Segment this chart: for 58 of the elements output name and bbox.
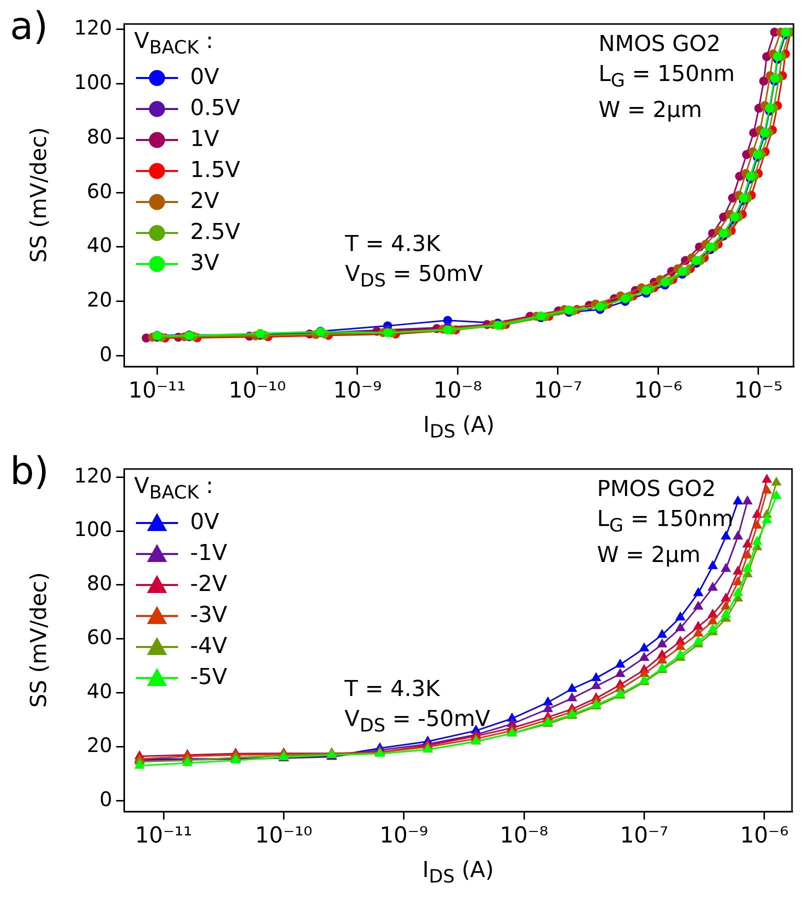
y-tick-label: 0: [99, 787, 112, 812]
y-tick-label: 60: [86, 625, 112, 650]
y-tick-label: 20: [86, 288, 112, 312]
x-tick-label: 10⁻⁹: [333, 378, 382, 404]
y-tick-label: 20: [86, 733, 112, 758]
annotation: W = 2µm: [598, 97, 704, 126]
y-tick-label: 40: [86, 233, 112, 258]
x-tick-label: 10⁻⁵: [734, 378, 783, 404]
annotation: V$_{DS}$ = 50mV: [345, 260, 483, 293]
legend-label: -4V: [190, 632, 228, 661]
annotation: PMOS GO2: [597, 476, 717, 504]
annotation: L$_{G}$ = 150nm: [598, 61, 735, 94]
legend-label: 2.5V: [190, 218, 240, 247]
x-tick-label: 10⁻¹¹: [128, 378, 186, 404]
y-tick-label: 120: [74, 16, 112, 40]
legend-label: 1.5V: [190, 156, 240, 185]
x-axis-title: I$_{DS}$ (A): [422, 856, 494, 889]
annotation: NMOS GO2: [598, 31, 722, 59]
x-tick-label: 10⁻⁶: [740, 824, 789, 849]
y-tick-label: 100: [74, 517, 112, 542]
y-axis-title: SS (mV/dec): [26, 128, 53, 264]
legend-label: 0V: [190, 508, 220, 537]
annotation: V$_{DS}$ = -50mV: [344, 706, 490, 738]
legend-label: 0.5V: [190, 94, 240, 123]
x-axis-title: I$_{DS}$ (A): [423, 412, 495, 444]
y-tick-label: 80: [86, 124, 112, 148]
x-tick-label: 10⁻⁸: [434, 378, 482, 404]
legend-label: 0V: [190, 64, 220, 92]
legend-label: 3V: [190, 250, 220, 278]
x-tick-label: 10⁻⁹: [380, 824, 428, 849]
legend-label: 2V: [190, 188, 220, 216]
legend-title: V$_{BACK}$ :: [134, 473, 214, 506]
legend-label: -2V: [190, 570, 228, 599]
annotation: L$_{G}$ = 150nm: [597, 506, 734, 538]
y-tick-label: 80: [86, 571, 112, 596]
x-tick-label: 10⁻⁶: [634, 378, 683, 404]
legend-label: 1V: [190, 126, 220, 154]
x-tick-label: 10⁻¹⁰: [255, 824, 313, 849]
text: b): [10, 449, 49, 493]
y-tick-label: 100: [74, 70, 112, 94]
x-tick-label: 10⁻¹¹: [134, 824, 192, 849]
y-tick-label: 40: [86, 679, 112, 704]
y-axis-title: SS (mV/dec): [26, 572, 53, 708]
legend-title: V$_{BACK}$ :: [134, 28, 214, 60]
y-tick-label: 60: [86, 178, 112, 203]
legend-label: -1V: [190, 540, 228, 568]
x-tick-label: 10⁻⁸: [500, 824, 548, 849]
y-tick-label: 0: [99, 342, 112, 366]
annotation: T = 4.3K: [344, 676, 441, 704]
annotation: T = 4.3K: [345, 230, 442, 259]
y-tick-label: 120: [74, 463, 112, 488]
x-tick-label: 10⁻⁷: [620, 824, 668, 849]
x-tick-label: 10⁻¹⁰: [228, 378, 286, 404]
x-tick-label: 10⁻⁷: [534, 378, 582, 404]
legend-label: -3V: [190, 602, 228, 630]
annotation: W = 2µm: [597, 542, 702, 570]
text: a): [10, 4, 48, 48]
legend-label: -5V: [190, 664, 228, 692]
